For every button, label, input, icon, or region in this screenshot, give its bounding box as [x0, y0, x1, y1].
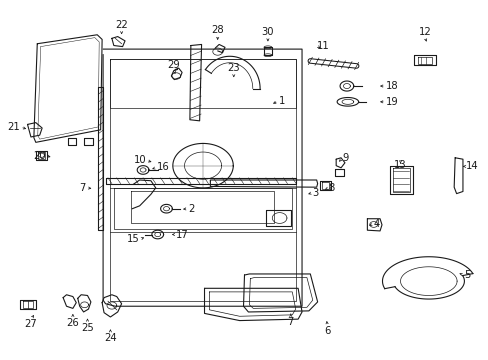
Text: 6: 6: [324, 326, 330, 336]
Text: 1: 1: [278, 96, 285, 106]
Text: 26: 26: [66, 318, 79, 328]
Text: 30: 30: [261, 27, 274, 37]
Text: 7: 7: [80, 183, 86, 193]
Text: 20: 20: [33, 150, 45, 161]
Text: 21: 21: [7, 122, 20, 132]
Text: 12: 12: [418, 27, 430, 37]
Text: 15: 15: [127, 234, 140, 244]
Text: 24: 24: [104, 333, 117, 343]
Text: 5: 5: [463, 270, 469, 280]
Text: 2: 2: [188, 204, 194, 214]
Text: 3: 3: [312, 188, 318, 198]
Text: 27: 27: [24, 319, 37, 329]
Text: 13: 13: [393, 160, 406, 170]
Text: 7: 7: [287, 317, 293, 327]
Text: 16: 16: [157, 162, 169, 172]
Text: 19: 19: [385, 97, 398, 107]
Text: 11: 11: [316, 41, 329, 50]
Text: 9: 9: [341, 153, 347, 163]
Text: 10: 10: [133, 155, 146, 165]
Text: 25: 25: [81, 323, 94, 333]
Text: 28: 28: [211, 25, 224, 35]
Text: 18: 18: [385, 81, 398, 91]
Text: 14: 14: [466, 161, 478, 171]
Text: 8: 8: [328, 183, 334, 193]
Text: 23: 23: [227, 63, 240, 73]
Text: 4: 4: [373, 219, 379, 229]
Text: 22: 22: [115, 20, 128, 30]
Text: 17: 17: [176, 230, 188, 239]
Text: 29: 29: [167, 59, 180, 69]
